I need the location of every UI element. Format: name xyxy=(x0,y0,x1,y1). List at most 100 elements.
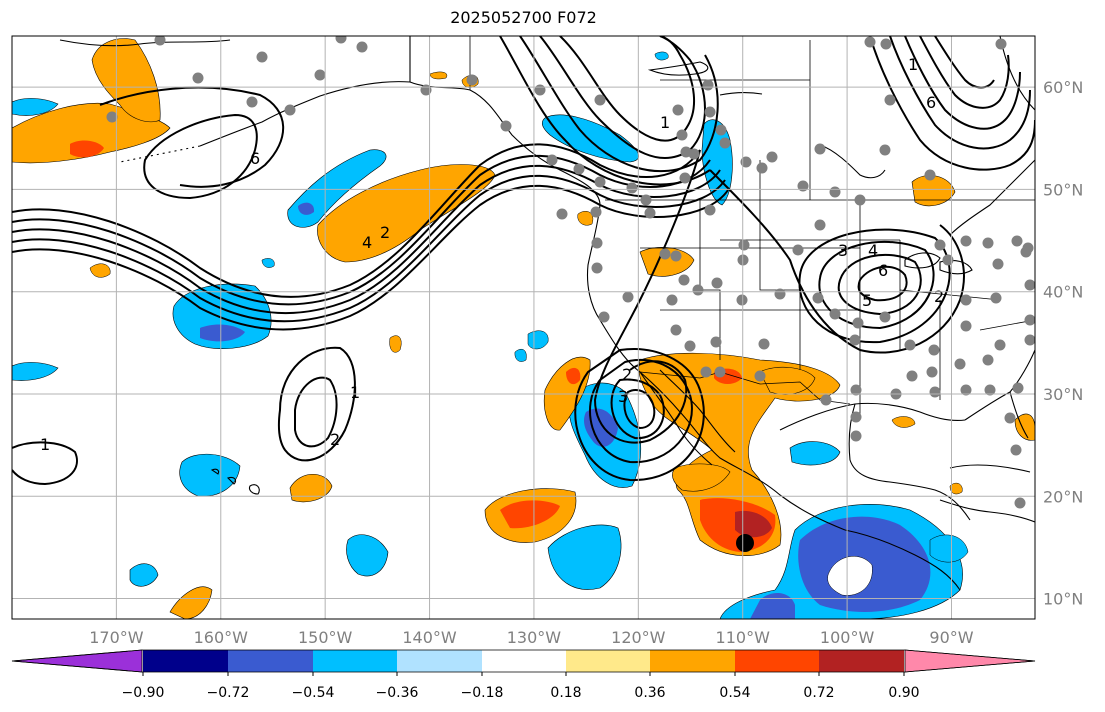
contour xyxy=(294,376,338,448)
station-dot xyxy=(640,194,652,206)
anomaly-region xyxy=(789,441,841,466)
contour xyxy=(12,164,721,315)
station-dot xyxy=(829,308,841,320)
station-dot xyxy=(960,235,972,247)
anomaly-region xyxy=(566,367,581,385)
station-dot xyxy=(1024,314,1035,326)
contour-label: 6 xyxy=(878,261,888,280)
contour xyxy=(143,113,258,200)
coastline xyxy=(59,39,231,47)
station-dot xyxy=(246,96,258,108)
station-dot xyxy=(814,143,826,155)
anomaly-region xyxy=(179,453,241,497)
station-dot xyxy=(880,38,892,50)
station-dot xyxy=(626,182,638,194)
station-dot xyxy=(622,291,634,303)
station-dot xyxy=(672,104,684,116)
contour xyxy=(623,389,656,430)
station-dot xyxy=(590,206,602,218)
anomaly-region xyxy=(654,51,669,61)
contour-label: 3 xyxy=(618,387,628,406)
station-dot xyxy=(1022,242,1034,254)
contour-label: 5 xyxy=(862,291,872,310)
anomaly-region xyxy=(129,563,159,587)
contour-label: 2 xyxy=(934,287,944,306)
anomaly-region xyxy=(735,510,772,538)
colorbar-segment xyxy=(397,650,482,672)
contour xyxy=(277,346,356,462)
station-dot xyxy=(879,144,891,156)
coastline xyxy=(779,402,966,431)
colorbar-tick-label: −0.18 xyxy=(461,685,504,701)
station-dot xyxy=(591,237,603,249)
anomaly-region xyxy=(169,586,213,619)
anomaly-region xyxy=(317,164,496,263)
longitude-labels: 170°W 160°W 150°W 140°W 130°W 120°W 110°W 100°W… xyxy=(89,628,974,647)
station-dot xyxy=(820,394,832,406)
contour xyxy=(610,378,665,440)
contour xyxy=(12,184,729,331)
contour xyxy=(12,143,701,298)
colorbar-tick-label: 0.36 xyxy=(634,685,665,701)
station-dot xyxy=(864,36,876,48)
anomaly-region xyxy=(827,556,873,596)
anomaly-region xyxy=(584,408,618,447)
contour xyxy=(857,265,908,302)
station-dot xyxy=(546,154,558,166)
latitude-labels: 60°N 50°N 40°N 30°N 20°N 10°N xyxy=(1043,78,1083,608)
colorbar-extend-low xyxy=(11,649,143,673)
station-dot xyxy=(995,38,1007,50)
colorbar-segment xyxy=(819,650,904,672)
station-dot xyxy=(756,162,768,174)
colorbar-tick-label: −0.72 xyxy=(207,685,250,701)
station-dot xyxy=(704,204,716,216)
station-dot xyxy=(736,294,748,306)
station-dot xyxy=(704,106,716,118)
gridlines xyxy=(12,36,1035,619)
station-dot xyxy=(849,334,861,346)
coastline xyxy=(210,468,220,475)
colorbar-segment xyxy=(313,650,397,672)
contour-label: 3 xyxy=(838,241,848,260)
coastline xyxy=(904,252,941,269)
station-dot xyxy=(466,74,478,86)
station-dot xyxy=(702,79,714,91)
colorbar-outline xyxy=(11,649,1036,673)
station-dot xyxy=(154,36,166,46)
station-dot xyxy=(850,384,862,396)
coastline xyxy=(844,529,961,591)
anomaly-region xyxy=(672,463,731,492)
station-dot xyxy=(960,294,972,306)
anomaly-region xyxy=(500,500,560,529)
anomaly-region xyxy=(91,38,161,123)
contour xyxy=(919,36,1010,109)
border xyxy=(639,371,851,405)
station-dot xyxy=(960,384,972,396)
station-dot xyxy=(666,294,678,306)
longitude-label: 140°W xyxy=(402,628,457,647)
station-dot xyxy=(594,94,606,106)
anomaly-region xyxy=(12,362,59,381)
station-dot xyxy=(714,366,726,378)
colorbar-segment xyxy=(650,650,735,672)
map-frame xyxy=(11,35,1036,620)
contour-label: 1 xyxy=(350,383,360,402)
coastline xyxy=(719,92,763,96)
station-dot xyxy=(676,129,688,141)
station-dot xyxy=(1011,235,1023,247)
colorbar-tick-label: 0.54 xyxy=(719,685,750,701)
longitude-label: 150°W xyxy=(298,628,353,647)
station-dot xyxy=(594,176,606,188)
station-dot xyxy=(556,208,568,220)
colorbar-segment xyxy=(228,650,313,672)
anomaly-region xyxy=(429,71,448,80)
contour-labels: 1 2 6 4 2 1 2 3 1 3 4 6 5 2 1 6 xyxy=(40,55,944,454)
station-dot xyxy=(644,207,656,219)
cyclone-marker xyxy=(736,534,754,552)
station-dot xyxy=(942,254,954,266)
station-dot xyxy=(814,219,826,231)
shaded-field xyxy=(12,38,1035,619)
coastline xyxy=(848,403,971,521)
station-dot xyxy=(992,258,1004,270)
anomaly-region xyxy=(298,202,315,215)
